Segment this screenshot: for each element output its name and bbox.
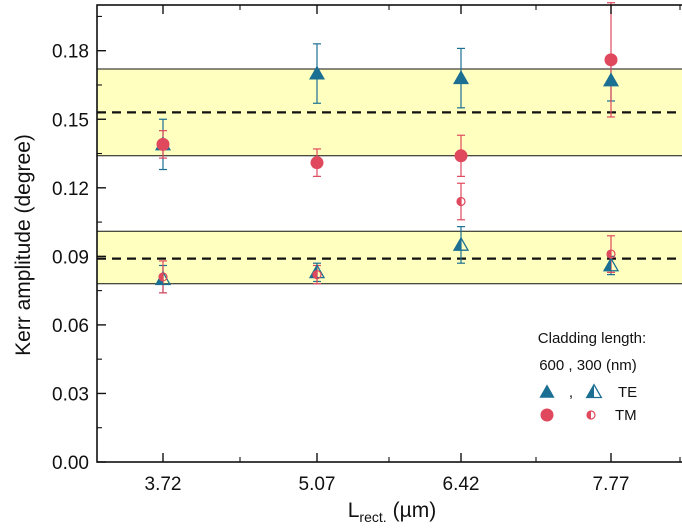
data-markers: [154, 53, 620, 286]
point-s0-p3: [603, 72, 619, 87]
point-s3-p1-outline: [312, 270, 322, 280]
point-s3-p0-outline: [158, 272, 168, 282]
legend-subtitle: 600 , 300 (nm): [539, 357, 637, 374]
point-s2-p3: [602, 257, 620, 272]
x-axis-label-sub: rect.: [359, 509, 386, 525]
point-s2-p3-outline: [602, 257, 620, 272]
x-tick-label-1: 5.07: [299, 474, 336, 495]
legend-te-600-marker: [539, 384, 555, 398]
legend-tm-300-marker: [586, 410, 596, 420]
y-tick-label-3: 0.09: [52, 247, 89, 268]
legend-tm-label: TM: [615, 407, 637, 424]
legend-tm-300-marker-outline: [586, 410, 596, 420]
x-tick-label-3: 7.77: [593, 474, 630, 495]
x-tick-label-0: 3.72: [145, 474, 182, 495]
x-tick-label-2: 6.42: [443, 474, 480, 495]
point-s3-p3-outline: [606, 249, 616, 259]
y-tick-label-5: 0.15: [52, 110, 89, 131]
point-s1-p2: [454, 149, 468, 163]
y-tick-label-0: 0.00: [52, 453, 89, 474]
legend-te-300-marker: [585, 383, 603, 399]
x-axis-label-main: L: [348, 499, 360, 522]
point-s3-p3: [606, 249, 616, 259]
legend-tm-600-marker: [540, 408, 554, 422]
point-s1-p1: [310, 156, 324, 170]
y-axis-label: Kerr amplitude (degree): [12, 134, 35, 356]
legend-markers: [539, 383, 603, 422]
y-tick-label-1: 0.03: [52, 384, 89, 405]
point-s2-p2: [452, 236, 470, 251]
point-s2-p2-outline: [452, 236, 470, 251]
point-s1-p3: [604, 53, 618, 67]
y-tick-label-6: 0.18: [52, 42, 89, 63]
y-tick-label-2: 0.06: [52, 316, 89, 337]
legend-te-label: TE: [618, 384, 637, 401]
point-s1-p0: [156, 137, 170, 151]
point-s3-p2: [456, 196, 466, 207]
axes: 0.00 0.03 0.06 0.09 0.12 0.15 0.18 3.72 5.07 6.42…: [52, 4, 682, 495]
confidence-bands: [97, 68, 682, 285]
legend: Cladding length: 600 , 300 (nm) , TE TM: [538, 330, 646, 424]
x-axis-label: Lrect. (µm): [348, 499, 437, 525]
legend-separator: ,: [569, 384, 573, 401]
point-s0-p1: [309, 65, 325, 80]
x-axis-label-unit: (µm): [393, 499, 437, 522]
point-s3-p2-outline: [456, 196, 466, 207]
plot-frame: [96, 4, 682, 463]
band-1: [97, 231, 682, 284]
y-tick-label-4: 0.12: [52, 179, 89, 200]
legend-te-300-marker-outline: [585, 383, 603, 399]
point-s3-p1: [312, 270, 322, 280]
legend-title: Cladding length:: [538, 330, 646, 347]
point-s0-p2: [453, 70, 469, 85]
point-s3-p0: [158, 272, 168, 282]
